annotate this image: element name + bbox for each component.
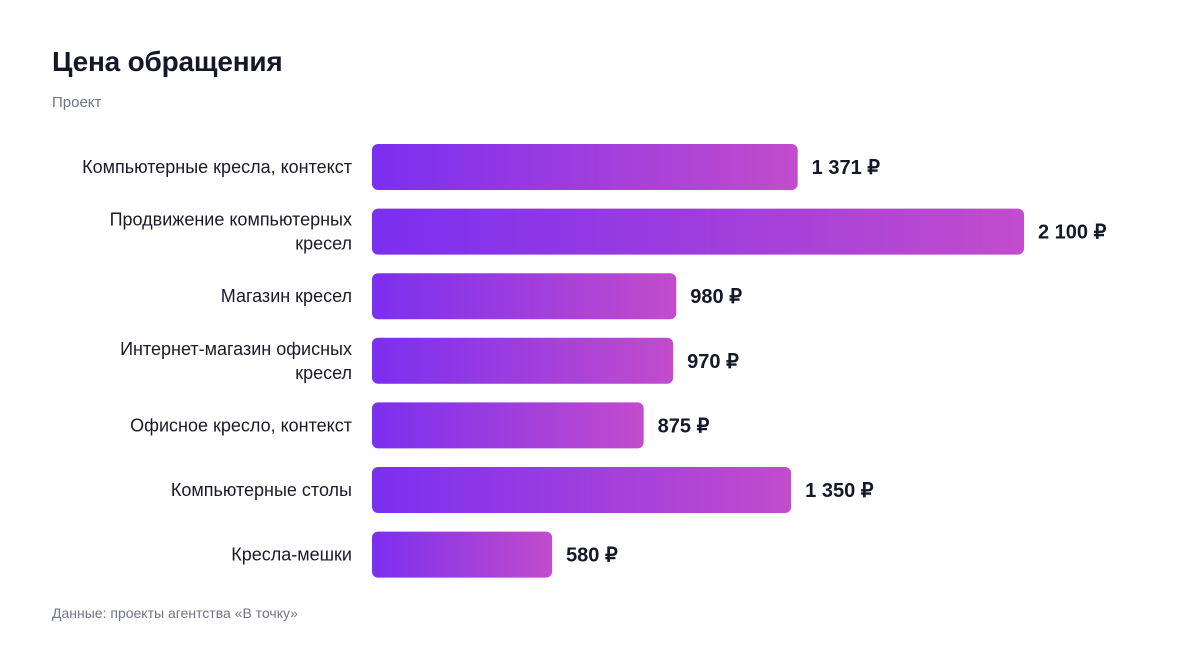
bar xyxy=(372,531,553,578)
value-label: 2 100 ₽ xyxy=(1038,222,1107,244)
category-label: Компьютерные кресла, контекст xyxy=(82,157,352,177)
value-label: 875 ₽ xyxy=(658,415,710,437)
value-label: 1 350 ₽ xyxy=(805,480,874,502)
category-label: Офисное кресло, контекст xyxy=(130,415,352,435)
data-source-note: Данные: проекты агентства «В точку» xyxy=(52,605,298,621)
value-label: 970 ₽ xyxy=(687,351,739,373)
bar xyxy=(372,273,677,320)
value-label: 1 371 ₽ xyxy=(812,157,881,179)
bar xyxy=(372,144,798,190)
chart-title: Цена обращения xyxy=(52,46,283,77)
bar xyxy=(372,208,1024,255)
bar xyxy=(372,337,674,384)
value-label: 580 ₽ xyxy=(566,545,618,567)
category-label: Магазин кресел xyxy=(221,286,352,306)
bar xyxy=(372,467,792,513)
value-label: 980 ₽ xyxy=(690,286,742,308)
category-label: Компьютерные столы xyxy=(171,480,352,500)
chart-subtitle: Проект xyxy=(52,94,102,111)
bars-layer: Компьютерные кресла, контекст 1 371 ₽ Прод… xyxy=(82,144,1107,578)
bar xyxy=(372,402,644,449)
category-label: Кресла-мешки xyxy=(231,545,352,565)
category-label: Интернет-магазин офисных кресел xyxy=(120,339,352,383)
category-label: Продвижение компьютерных кресел xyxy=(110,210,352,254)
